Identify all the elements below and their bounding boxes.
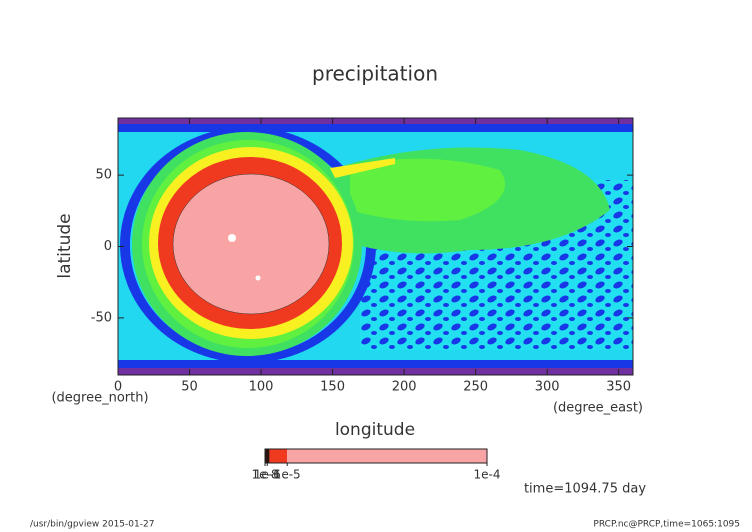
y-tick-label: -50 <box>91 310 112 325</box>
colorbar-segment <box>269 449 288 463</box>
x-tick-label: 350 <box>606 380 631 395</box>
colorbar-frame <box>264 448 488 464</box>
x-tick-label: 150 <box>320 380 345 395</box>
colorbar-segment <box>265 449 270 463</box>
y-tick-label: 50 <box>95 168 112 183</box>
footer-left: /usr/bin/gpview 2015-01-27 <box>30 520 154 530</box>
x-axis-unit: (degree_east) <box>553 401 643 416</box>
y-axis-unit: (degree_north) <box>51 391 148 406</box>
x-tick-label: 250 <box>463 380 488 395</box>
colorbar-tick-label: 1e-4 <box>474 468 501 482</box>
x-tick-label: 100 <box>249 380 274 395</box>
x-tick-label: 0 <box>114 380 122 395</box>
y-axis-label: latitude <box>55 213 75 278</box>
x-tick-label: 200 <box>392 380 417 395</box>
x-axis-label: longitude <box>335 420 415 440</box>
colorbar-segment <box>287 449 487 463</box>
x-tick-label: 50 <box>181 380 198 395</box>
x-tick-label: 300 <box>535 380 560 395</box>
chart-title: precipitation <box>312 62 438 86</box>
time-annotation: time=1094.75 day <box>524 482 646 497</box>
colorbar-tick-label: 1e-5 <box>274 468 301 482</box>
y-tick-label: 0 <box>104 239 112 254</box>
colorbar-tick-label: 1e-8 <box>252 468 279 482</box>
contour-field <box>118 118 633 375</box>
footer-right: PRCP.nc@PRCP,time=1065:1095 <box>593 520 740 530</box>
colorbar-tick-label: 1e-6 <box>254 468 281 482</box>
